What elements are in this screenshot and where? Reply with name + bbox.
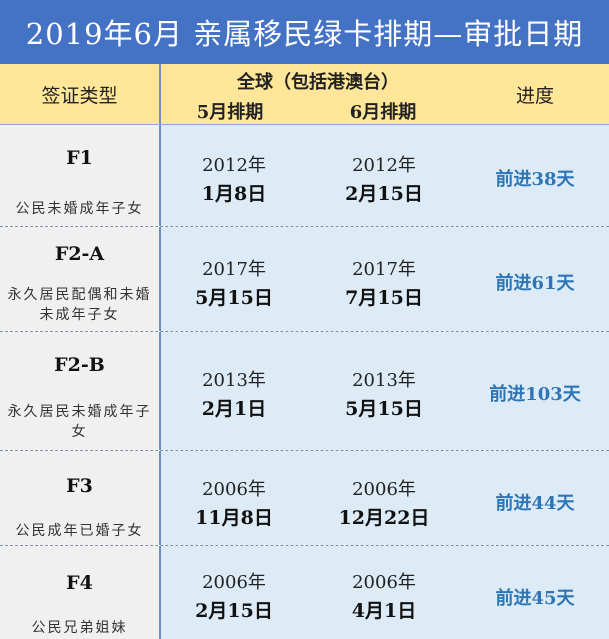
may-date: 1月8日 <box>201 183 267 205</box>
header-visa-type: 签证类型 <box>0 64 161 124</box>
june-year: 2006年 <box>352 479 416 500</box>
progress-value: 前进103天 <box>489 384 581 405</box>
header-june: 6月排期 <box>349 102 417 123</box>
visa-code: F2-B <box>54 354 105 376</box>
header-global: 全球（包括港澳台） <box>237 72 399 93</box>
visa-code: F1 <box>66 147 93 169</box>
visa-desc: 公民兄弟姐妹 <box>31 620 128 636</box>
visa-desc: 公民成年已婚子女 <box>15 523 144 539</box>
visa-code: F2-A <box>54 243 105 265</box>
visa-type-cell: F1 公民未婚成年子女 <box>0 125 161 226</box>
visa-desc: 永久居民配偶和未婚未成年子女 <box>7 287 152 323</box>
june-year: 2006年 <box>352 572 416 593</box>
june-date: 7月15日 <box>345 287 423 309</box>
table-row: F3 公民成年已婚子女 2006年 11月8日 2006年 12月22日 前进4… <box>0 451 609 546</box>
may-date: 2月1日 <box>201 398 267 420</box>
june-year: 2013年 <box>352 370 416 391</box>
header-may: 5月排期 <box>196 102 264 123</box>
may-year: 2013年 <box>202 370 266 391</box>
visa-desc: 永久居民未婚成年子女 <box>7 404 152 440</box>
may-year: 2006年 <box>202 572 266 593</box>
visa-type-cell: F3 公民成年已婚子女 <box>0 451 161 545</box>
visa-code: F4 <box>66 572 93 594</box>
progress-value: 前进61天 <box>495 273 575 294</box>
may-year: 2017年 <box>202 259 266 280</box>
progress-value: 前进44天 <box>495 493 575 514</box>
june-date: 12月22日 <box>338 507 430 529</box>
header-progress: 进度 <box>515 84 554 107</box>
visa-type-cell: F4 公民兄弟姐妹 <box>0 546 161 639</box>
page-title: 2019年6月 亲属移民绿卡排期—审批日期 <box>0 0 609 64</box>
may-date: 2月15日 <box>195 600 273 622</box>
may-date: 11月8日 <box>195 507 273 529</box>
table-row: F2-B 永久居民未婚成年子女 2013年 2月1日 2013年 5月15日 前… <box>0 332 609 451</box>
visa-type-cell: F2-A 永久居民配偶和未婚未成年子女 <box>0 227 161 331</box>
table-header: 签证类型 全球（包括港澳台） 5月排期 6月排期 进度 <box>0 64 609 125</box>
june-year: 2017年 <box>352 259 416 280</box>
visa-code: F3 <box>66 475 93 497</box>
may-year: 2006年 <box>202 479 266 500</box>
may-date: 5月15日 <box>195 287 273 309</box>
table-row: F4 公民兄弟姐妹 2006年 2月15日 2006年 4月1日 前进45天 <box>0 546 609 639</box>
june-year: 2012年 <box>352 155 416 176</box>
visa-type-cell: F2-B 永久居民未婚成年子女 <box>0 332 161 450</box>
may-year: 2012年 <box>202 155 266 176</box>
table-row: F2-A 永久居民配偶和未婚未成年子女 2017年 5月15日 2017年 7月… <box>0 227 609 332</box>
june-date: 5月15日 <box>345 398 423 420</box>
table-row: F1 公民未婚成年子女 2012年 1月8日 2012年 2月15日 前进38天 <box>0 125 609 227</box>
progress-value: 前进45天 <box>495 588 575 609</box>
june-date: 4月1日 <box>351 600 417 622</box>
progress-value: 前进38天 <box>495 169 575 190</box>
visa-desc: 公民未婚成年子女 <box>15 201 144 217</box>
june-date: 2月15日 <box>345 183 423 205</box>
